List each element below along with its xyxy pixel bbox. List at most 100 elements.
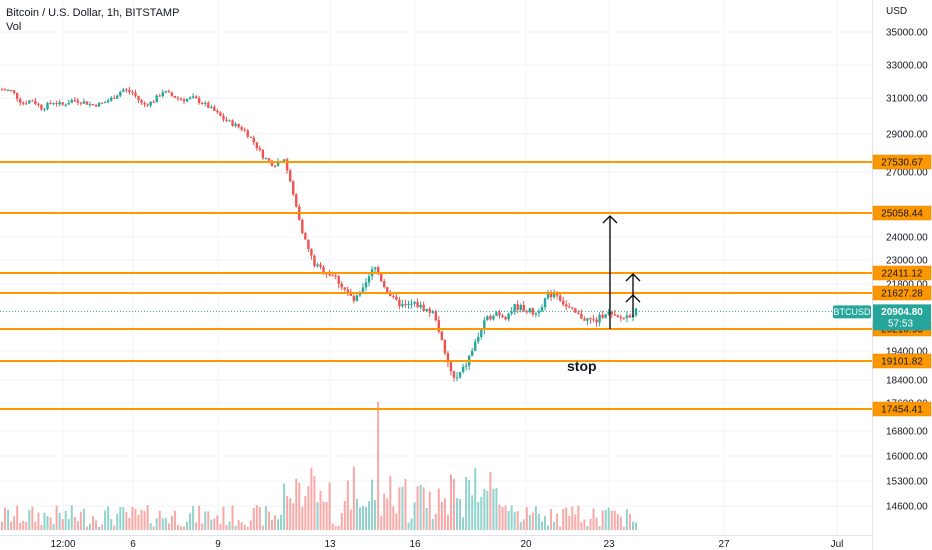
volume-bar: [452, 479, 455, 530]
volume-bar: [398, 487, 401, 530]
candle: [276, 161, 280, 167]
candle: [106, 100, 110, 103]
candle: [337, 276, 340, 284]
candle: [58, 102, 61, 105]
volume-bar: [368, 501, 371, 530]
volume-bar: [371, 479, 374, 530]
volume-bar: [540, 521, 543, 530]
candle: [613, 314, 616, 316]
candle: [88, 104, 92, 106]
volume-bar: [616, 514, 619, 530]
volume-bar: [25, 521, 28, 530]
volume-bar: [304, 496, 307, 530]
candle: [70, 99, 73, 103]
volume-bar: [395, 513, 398, 530]
candle: [228, 120, 231, 122]
price-tick-label: 24000.00: [886, 233, 928, 244]
price-tick-label: 21800.00: [886, 280, 928, 291]
candle: [580, 313, 583, 319]
price-tick-label: 33000.00: [886, 61, 928, 72]
volume-bar: [580, 522, 583, 530]
candle: [574, 308, 577, 313]
candle: [568, 306, 571, 308]
candle: [140, 100, 143, 103]
volume-bar: [428, 491, 431, 530]
volume-bar: [495, 487, 498, 530]
candle: [116, 95, 119, 99]
volume-bar: [13, 516, 16, 530]
volume-bar: [204, 511, 207, 530]
volume-bar: [234, 525, 237, 530]
candle: [310, 248, 313, 256]
candle: [97, 102, 101, 107]
candle: [486, 316, 489, 321]
volume-bar: [319, 491, 322, 530]
volume-bar: [210, 519, 213, 530]
candle: [237, 123, 240, 128]
volume-bar: [61, 519, 64, 530]
volume-bar: [231, 505, 234, 530]
time-tick-label: 20: [520, 539, 532, 550]
volume-bar: [295, 478, 298, 530]
volume-bar: [116, 513, 119, 530]
candle: [519, 305, 522, 310]
candle: [52, 103, 55, 105]
candle: [264, 158, 268, 160]
volume-bar: [449, 474, 452, 530]
volume-bar: [249, 520, 252, 530]
candle: [401, 303, 404, 307]
candle: [37, 103, 40, 105]
volume-bar: [82, 508, 85, 530]
chart-legend: Bitcoin / U.S. Dollar, 1h, BITSTAMP Vol: [6, 6, 179, 34]
volume-bar: [349, 509, 352, 530]
candle: [125, 89, 128, 91]
candle: [516, 304, 519, 310]
candle: [158, 95, 161, 97]
volume-bar: [613, 510, 616, 530]
candle: [34, 100, 37, 104]
volume-bar: [380, 516, 383, 530]
candle: [82, 101, 86, 104]
volume-bar: [58, 512, 61, 530]
volume-bar: [252, 507, 255, 530]
stop-annotation: stop: [567, 358, 597, 374]
candle: [549, 293, 553, 298]
level-price-tag: [872, 265, 932, 281]
candle: [182, 99, 186, 102]
volume-bar: [37, 512, 40, 530]
volume-bar: [222, 506, 225, 530]
candle: [458, 371, 462, 378]
volume-bar: [301, 506, 304, 530]
price-tick-label: 16800.00: [886, 427, 928, 438]
candle: [273, 165, 277, 167]
candle: [128, 89, 131, 92]
candle: [386, 287, 389, 293]
volume-bar: [471, 495, 474, 530]
candle: [474, 341, 477, 351]
volume-bar: [125, 512, 128, 530]
volume-bar: [173, 510, 176, 530]
candle: [343, 287, 346, 290]
candle: [379, 273, 383, 282]
volume-bar: [619, 516, 622, 530]
candle: [583, 318, 586, 321]
candle: [373, 267, 377, 270]
volume-bar: [131, 506, 134, 530]
candle: [267, 158, 271, 161]
candle: [607, 311, 610, 315]
candle: [531, 308, 535, 315]
candle: [419, 304, 422, 308]
candle: [565, 304, 568, 307]
volume-bar: [198, 505, 201, 530]
candle: [194, 96, 198, 99]
candle: [625, 315, 629, 318]
volume-bar: [76, 521, 79, 530]
candle: [428, 308, 431, 313]
volume-bar: [510, 505, 513, 530]
volume-bar: [401, 486, 404, 530]
volume-bar: [28, 509, 31, 530]
volume-bar: [437, 488, 440, 530]
volume-bar: [610, 510, 613, 530]
volume-bar: [298, 482, 301, 530]
